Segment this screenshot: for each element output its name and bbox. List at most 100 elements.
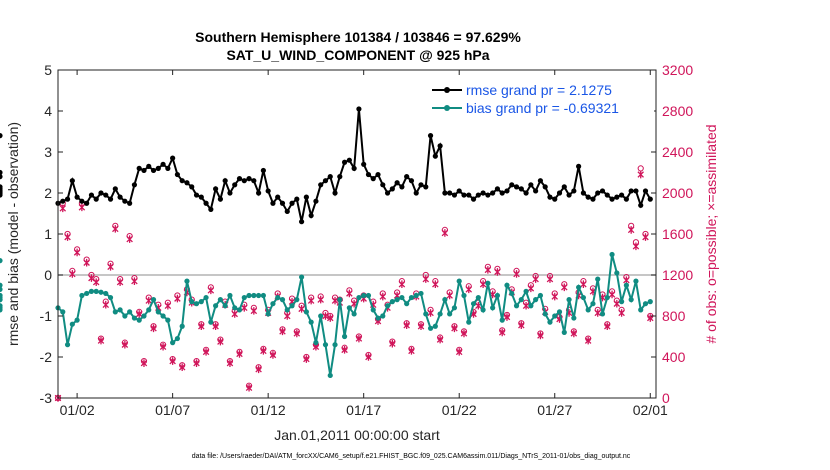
obs-assimilated-marker — [484, 266, 492, 274]
obs-assimilated-marker — [112, 225, 119, 233]
obs-assimilated-marker — [503, 313, 511, 321]
obs-assimilated-marker — [398, 280, 406, 289]
obs-assimilated-marker — [389, 339, 396, 348]
series-point-bias — [361, 292, 367, 299]
obs-assimilated-marker — [78, 203, 86, 212]
series-point-rmse — [0, 174, 3, 180]
obs-assimilated-marker — [236, 350, 243, 358]
obs-assimilated-marker — [322, 312, 329, 320]
obs-assimilated-marker — [126, 235, 133, 243]
x-tick-label: 01/17 — [346, 402, 381, 418]
obs-assimilated-marker — [279, 327, 286, 336]
series-point-rmse — [604, 192, 610, 198]
series-point-bias — [423, 311, 429, 317]
series-point-rmse — [84, 200, 90, 206]
series-point-rmse — [499, 190, 505, 196]
obs-assimilated-marker — [145, 296, 153, 305]
obs-assimilated-marker — [527, 284, 535, 293]
series-point-bias — [384, 303, 391, 309]
series-point-rmse — [566, 192, 572, 198]
series-point-rmse — [0, 186, 3, 192]
legend: rmse grand pr = 2.1275 bias grand pr = -… — [430, 80, 654, 120]
plot-frame — [57, 69, 657, 399]
y2-tick-label: 2400 — [662, 144, 693, 160]
series-point-bias — [60, 309, 66, 315]
y-tick-label: 5 — [44, 62, 52, 78]
series-point-rmse — [88, 192, 95, 198]
obs-assimilated-marker — [293, 329, 301, 338]
obs-assimilated-marker — [116, 278, 124, 286]
series-point-bias — [103, 290, 109, 297]
obs-assimilated-marker — [580, 280, 587, 289]
obs-assimilated-marker — [537, 331, 544, 340]
series-point-rmse — [614, 194, 620, 200]
obs-assimilated-marker — [432, 280, 439, 289]
ticks-layer: 01/02 01/07 01/12 01/17 01/22 01/27 02/01 -3 -2 -… — [40, 62, 694, 418]
series-point-rmse — [284, 208, 290, 215]
series-point-bias — [399, 294, 405, 301]
series-point-rmse — [399, 184, 405, 190]
series-point-bias — [174, 335, 181, 342]
obs-assimilated-marker — [307, 296, 315, 305]
series-point-bias — [79, 292, 85, 299]
series-point-bias — [107, 294, 114, 301]
series-point-rmse — [585, 194, 591, 200]
y-tick-label: 2 — [44, 185, 52, 201]
series-point-rmse — [461, 192, 467, 198]
series-point-rmse — [279, 200, 286, 206]
obs-assimilated-marker — [561, 283, 568, 292]
series-point-bias — [380, 313, 386, 319]
series-point-bias — [528, 303, 534, 309]
y-tick-label: -2 — [40, 349, 53, 365]
series-point-rmse — [141, 167, 147, 174]
series-point-bias — [537, 292, 544, 299]
series-point-rmse — [418, 182, 424, 188]
y2-tick-label: 2800 — [662, 103, 693, 119]
series-point-rmse — [609, 196, 615, 202]
series-point-bias — [609, 251, 615, 258]
series-point-rmse — [155, 165, 161, 171]
series-point-rmse — [547, 194, 553, 200]
series-point-rmse — [619, 192, 625, 198]
obs-assimilated-marker — [341, 346, 348, 354]
y2-axis-label: # of obs: o=possible; ×=assimilated — [703, 124, 719, 343]
obs-assimilated-marker — [455, 348, 463, 356]
series-point-rmse — [466, 192, 472, 198]
x-tick-label: 01/12 — [251, 402, 286, 418]
series-point-rmse — [475, 192, 481, 198]
series-point-bias — [203, 294, 209, 301]
series-point-rmse — [217, 196, 223, 202]
obs-assimilated-marker — [460, 329, 468, 338]
obs-assimilated-marker — [217, 337, 224, 346]
series-point-bias — [365, 292, 372, 299]
series-point-bias — [552, 313, 558, 319]
obs-assimilated-marker — [303, 355, 310, 363]
x-tick-label: 01/07 — [155, 402, 190, 418]
obs-assimilated-marker — [121, 340, 129, 349]
series-point-rmse — [384, 190, 391, 196]
series-point-bias — [647, 299, 653, 305]
series-point-rmse — [79, 198, 85, 204]
series-point-bias — [585, 307, 591, 313]
series-point-rmse — [327, 174, 333, 180]
y2-tick-label: 1600 — [662, 226, 693, 242]
series-point-bias — [236, 307, 243, 313]
series-point-bias — [427, 325, 434, 331]
obs-assimilated-marker — [107, 263, 114, 271]
obs-assimilated-marker — [83, 258, 90, 267]
obs-assimilated-marker — [193, 359, 200, 367]
series-point-rmse — [504, 188, 510, 194]
series-point-rmse — [456, 188, 462, 194]
series-point-bias — [619, 299, 625, 305]
y2-tick-label: 1200 — [662, 267, 693, 283]
obs-assimilated-marker — [627, 226, 635, 234]
series-point-bias — [256, 292, 262, 299]
series-point-bias — [566, 297, 572, 303]
series-point-rmse — [513, 184, 520, 190]
series-point-bias — [150, 297, 157, 303]
series-point-bias — [346, 305, 352, 311]
series-point-rmse — [638, 202, 644, 208]
obs-assimilated-marker — [178, 363, 186, 372]
series-point-bias — [193, 301, 200, 307]
obs-assimilated-marker — [417, 322, 425, 331]
